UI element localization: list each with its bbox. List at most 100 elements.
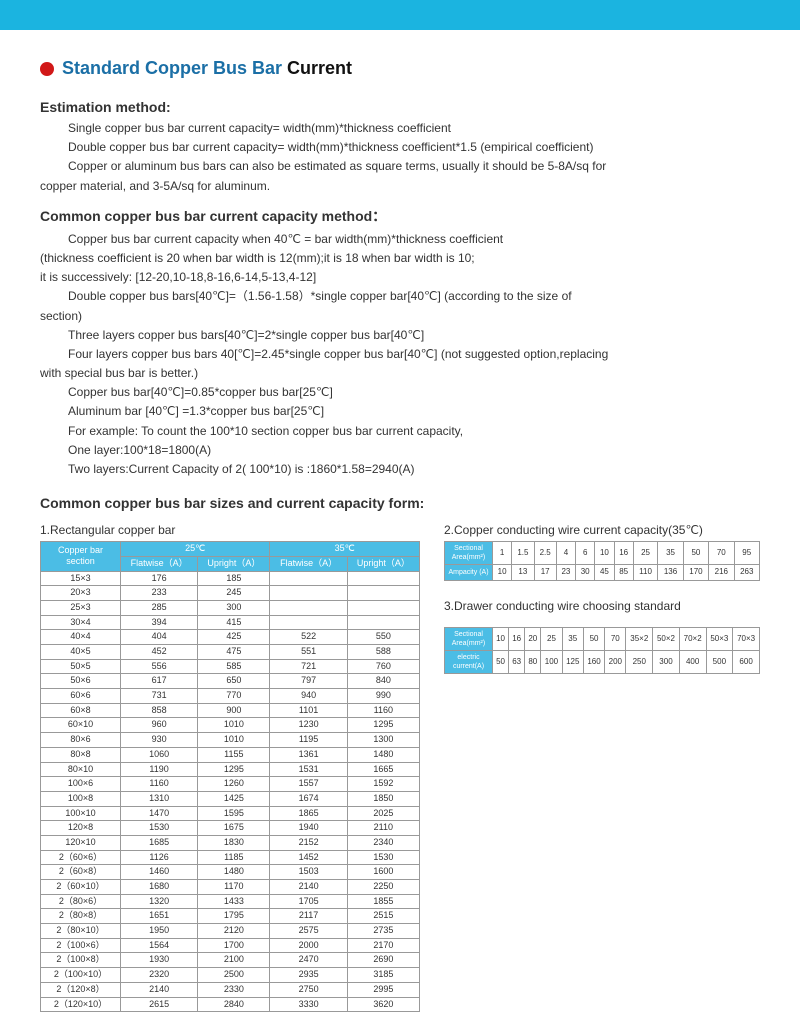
cell: 40×5: [41, 645, 121, 660]
cell: 858: [121, 703, 198, 718]
table-row: 2（100×8）1930210024702690: [41, 953, 420, 968]
cell: 600: [733, 650, 760, 673]
col-35c: 35℃: [270, 542, 420, 557]
table1-heading: 1.Rectangular copper bar: [40, 523, 420, 537]
cell: 16: [509, 627, 525, 650]
cell: 1126: [121, 850, 198, 865]
table-row: 80×101190129515311665: [41, 762, 420, 777]
cell: 160: [583, 650, 604, 673]
cell: 80: [525, 650, 541, 673]
cell: 1600: [347, 865, 419, 880]
cell: 100×8: [41, 791, 121, 806]
table-row: 50×5556585721760: [41, 659, 420, 674]
cap-line: (thickness coefficient is 20 when bar wi…: [40, 249, 760, 268]
cell: 1564: [121, 938, 198, 953]
cell: 1865: [270, 806, 347, 821]
sub-col: Upright（A）: [198, 556, 270, 571]
cell: 990: [347, 689, 419, 704]
cell: 2120: [198, 924, 270, 939]
cell: 250: [626, 650, 653, 673]
cell: 1651: [121, 909, 198, 924]
cell: 2（120×8）: [41, 982, 121, 997]
cell: 2170: [347, 938, 419, 953]
cell: 522: [270, 630, 347, 645]
cell: 50: [493, 650, 509, 673]
cell: 13: [512, 565, 534, 580]
cell: 588: [347, 645, 419, 660]
table-row: 15×3176185: [41, 571, 420, 586]
cell: 85: [614, 565, 633, 580]
cell: [270, 615, 347, 630]
cell: 35: [658, 542, 683, 565]
cell: 1950: [121, 924, 198, 939]
cell: 1295: [198, 762, 270, 777]
cell: [347, 600, 419, 615]
cell: 1480: [198, 865, 270, 880]
cell: 1295: [347, 718, 419, 733]
cell: [270, 600, 347, 615]
cell: 2（100×6）: [41, 938, 121, 953]
cell: 1185: [198, 850, 270, 865]
sub-col: Flatwise（A）: [270, 556, 347, 571]
cell: 2840: [198, 997, 270, 1012]
cell: 1460: [121, 865, 198, 880]
cell: 136: [658, 565, 683, 580]
cell: 80×6: [41, 733, 121, 748]
cell: 30: [576, 565, 595, 580]
sub-col: Flatwise（A）: [121, 556, 198, 571]
cell: 1940: [270, 821, 347, 836]
cell: 551: [270, 645, 347, 660]
cell: 1470: [121, 806, 198, 821]
cell: 2340: [347, 835, 419, 850]
cell: 452: [121, 645, 198, 660]
cell: 960: [121, 718, 198, 733]
cell: 2140: [270, 880, 347, 895]
cell: 2500: [198, 968, 270, 983]
cell: 1795: [198, 909, 270, 924]
cell: 770: [198, 689, 270, 704]
cell: 2330: [198, 982, 270, 997]
cell: 63: [509, 650, 525, 673]
cell: 285: [121, 600, 198, 615]
table-row: 120×101685183021522340: [41, 835, 420, 850]
cell: 900: [198, 703, 270, 718]
table-row: 100×61160126015571592: [41, 777, 420, 792]
cell: 40×4: [41, 630, 121, 645]
cell: 1160: [121, 777, 198, 792]
cell: 50: [683, 542, 708, 565]
cell: 2117: [270, 909, 347, 924]
cell: 3330: [270, 997, 347, 1012]
cell: 2（60×8）: [41, 865, 121, 880]
cap-line: Aluminum bar [40℃] =1.3*copper bus bar[2…: [40, 402, 760, 421]
cell: 731: [121, 689, 198, 704]
cell: 425: [198, 630, 270, 645]
est-line: Single copper bus bar current capacity= …: [40, 119, 760, 138]
table-row: 2（120×8）2140233027502995: [41, 982, 420, 997]
cell: 30×4: [41, 615, 121, 630]
table2-heading: 2.Copper conducting wire current capacit…: [444, 523, 760, 537]
cap-line: section): [40, 307, 760, 326]
cell: 80×8: [41, 747, 121, 762]
title-prefix: Standard Copper Bus Bar: [62, 58, 287, 78]
cell: 1433: [198, 894, 270, 909]
cell: 1665: [347, 762, 419, 777]
cell: 120×8: [41, 821, 121, 836]
cell: 1700: [198, 938, 270, 953]
cell: 25×3: [41, 600, 121, 615]
cell: [347, 586, 419, 601]
cell: [347, 571, 419, 586]
table-row: 2（80×6）1320143317051855: [41, 894, 420, 909]
cell: 930: [121, 733, 198, 748]
cell: 100×10: [41, 806, 121, 821]
cap-line: Copper bus bar current capacity when 40℃…: [40, 230, 760, 249]
table-row: 60×6731770940990: [41, 689, 420, 704]
cell: 1830: [198, 835, 270, 850]
cell: 110: [633, 565, 658, 580]
cell: 1.5: [512, 542, 534, 565]
cell: 263: [734, 565, 759, 580]
cell: 2140: [121, 982, 198, 997]
table-row: 40×5452475551588: [41, 645, 420, 660]
cell: 2110: [347, 821, 419, 836]
cell: 200: [605, 650, 626, 673]
cap-line: it is successively: [12-20,10-18,8-16,6-…: [40, 268, 760, 287]
